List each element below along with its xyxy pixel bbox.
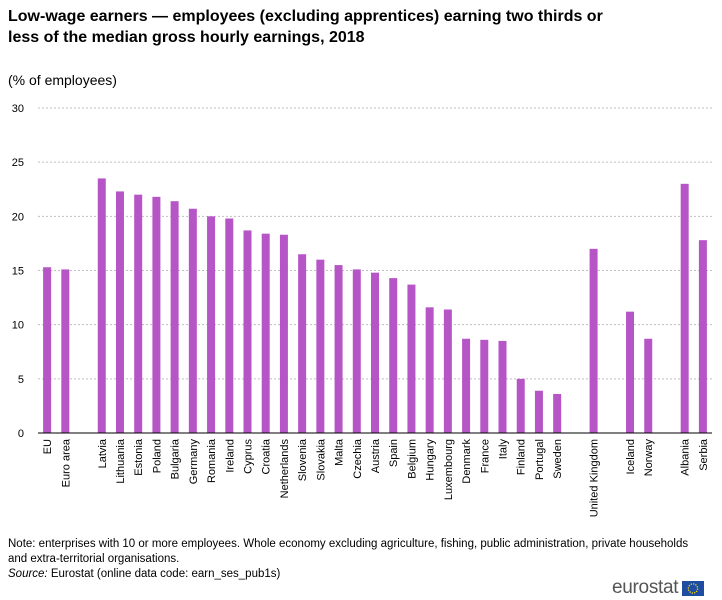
x-tick-label: France xyxy=(479,439,491,473)
bar xyxy=(680,183,689,433)
x-tick-label: Netherlands xyxy=(279,439,291,499)
x-tick-label: Luxembourg xyxy=(443,439,455,500)
bar xyxy=(698,240,707,433)
eu-flag-icon xyxy=(682,580,705,596)
x-tick-label: Italy xyxy=(498,439,510,460)
bar xyxy=(589,248,598,433)
bar xyxy=(498,340,507,433)
x-tick-label: Serbia xyxy=(698,438,710,471)
x-tick-label: Croatia xyxy=(261,438,273,474)
x-tick-label: Austria xyxy=(370,438,382,473)
x-tick-label: Denmark xyxy=(461,439,473,484)
bar xyxy=(407,284,416,433)
bar xyxy=(534,390,543,433)
x-tick-label: Spain xyxy=(388,439,400,467)
x-tick-label: Finland xyxy=(516,439,528,475)
x-tick-label: Portugal xyxy=(534,439,546,480)
x-tick-label: Cyprus xyxy=(242,439,254,474)
x-tick-label: Bulgaria xyxy=(170,438,182,479)
bar xyxy=(480,339,489,433)
source-text: Eurostat (online data code: earn_ses_pub… xyxy=(47,568,281,580)
chart-title: Low-wage earners — employees (excluding … xyxy=(8,8,603,46)
bar xyxy=(261,233,270,433)
x-tick-label: Hungary xyxy=(425,439,437,481)
y-tick-label: 15 xyxy=(12,266,24,278)
bar xyxy=(425,307,434,433)
bar xyxy=(389,278,398,433)
eurostat-logo: eurostat xyxy=(612,577,705,599)
x-tick-label: Albania xyxy=(680,438,692,476)
bar xyxy=(61,269,70,433)
x-tick-label: Iceland xyxy=(625,439,637,474)
x-tick-label: Norway xyxy=(643,439,655,477)
y-tick-label: 25 xyxy=(12,157,24,169)
bar xyxy=(298,254,307,433)
bar xyxy=(97,178,106,433)
bar-chart: 0 5 10 15 20 25 30 EU Euro area Latvia Lithuania Es… xyxy=(12,103,712,517)
bar xyxy=(462,338,471,433)
source-label: Source: xyxy=(8,568,48,580)
bar xyxy=(626,311,635,433)
x-tick-label: Sweden xyxy=(552,439,564,479)
x-tick-label: United Kingdom xyxy=(589,439,601,517)
bar xyxy=(43,267,52,433)
bar xyxy=(225,218,234,433)
bar xyxy=(553,394,562,433)
bar xyxy=(152,196,161,433)
x-tick-label: Romania xyxy=(206,438,218,483)
bar xyxy=(170,201,179,433)
bar xyxy=(334,265,343,433)
chart-source: Source: Eurostat (online data code: earn… xyxy=(8,568,280,580)
x-tick-label: Euro area xyxy=(60,438,72,487)
x-tick-label: EU xyxy=(42,439,54,454)
bar xyxy=(443,309,452,433)
bar xyxy=(207,216,216,433)
y-tick-label: 5 xyxy=(18,374,24,386)
x-tick-label: Slovakia xyxy=(315,438,327,480)
x-tick-label: Poland xyxy=(151,439,163,473)
x-tick-label: Latvia xyxy=(97,438,109,468)
bar xyxy=(115,191,124,433)
x-tick-label: Lithuania xyxy=(115,438,127,484)
chart-note: Note: enterprises with 10 or more employ… xyxy=(8,538,689,565)
y-tick-label: 10 xyxy=(12,320,24,332)
bar xyxy=(134,194,143,433)
bar xyxy=(352,269,361,433)
bar xyxy=(243,230,252,433)
y-tick-label: 20 xyxy=(12,211,24,223)
bar xyxy=(316,259,325,433)
x-tick-label: Estonia xyxy=(133,438,145,476)
bar xyxy=(516,378,525,433)
y-tick-label: 30 xyxy=(12,103,24,115)
x-tick-label: Germany xyxy=(188,439,200,485)
x-tick-label: Slovenia xyxy=(297,438,309,481)
x-tick-label: Belgium xyxy=(406,439,418,479)
chart-subtitle: (% of employees) xyxy=(8,72,117,88)
x-tick-label: Malta xyxy=(334,438,346,466)
bar xyxy=(371,272,379,433)
bar xyxy=(279,234,288,433)
bar xyxy=(644,338,653,433)
bar xyxy=(188,208,197,433)
x-tick-label: Ireland xyxy=(224,439,236,473)
y-tick-label: 0 xyxy=(18,428,24,440)
logo-text: eurostat xyxy=(612,577,679,598)
x-tick-label: Czechia xyxy=(352,438,364,479)
